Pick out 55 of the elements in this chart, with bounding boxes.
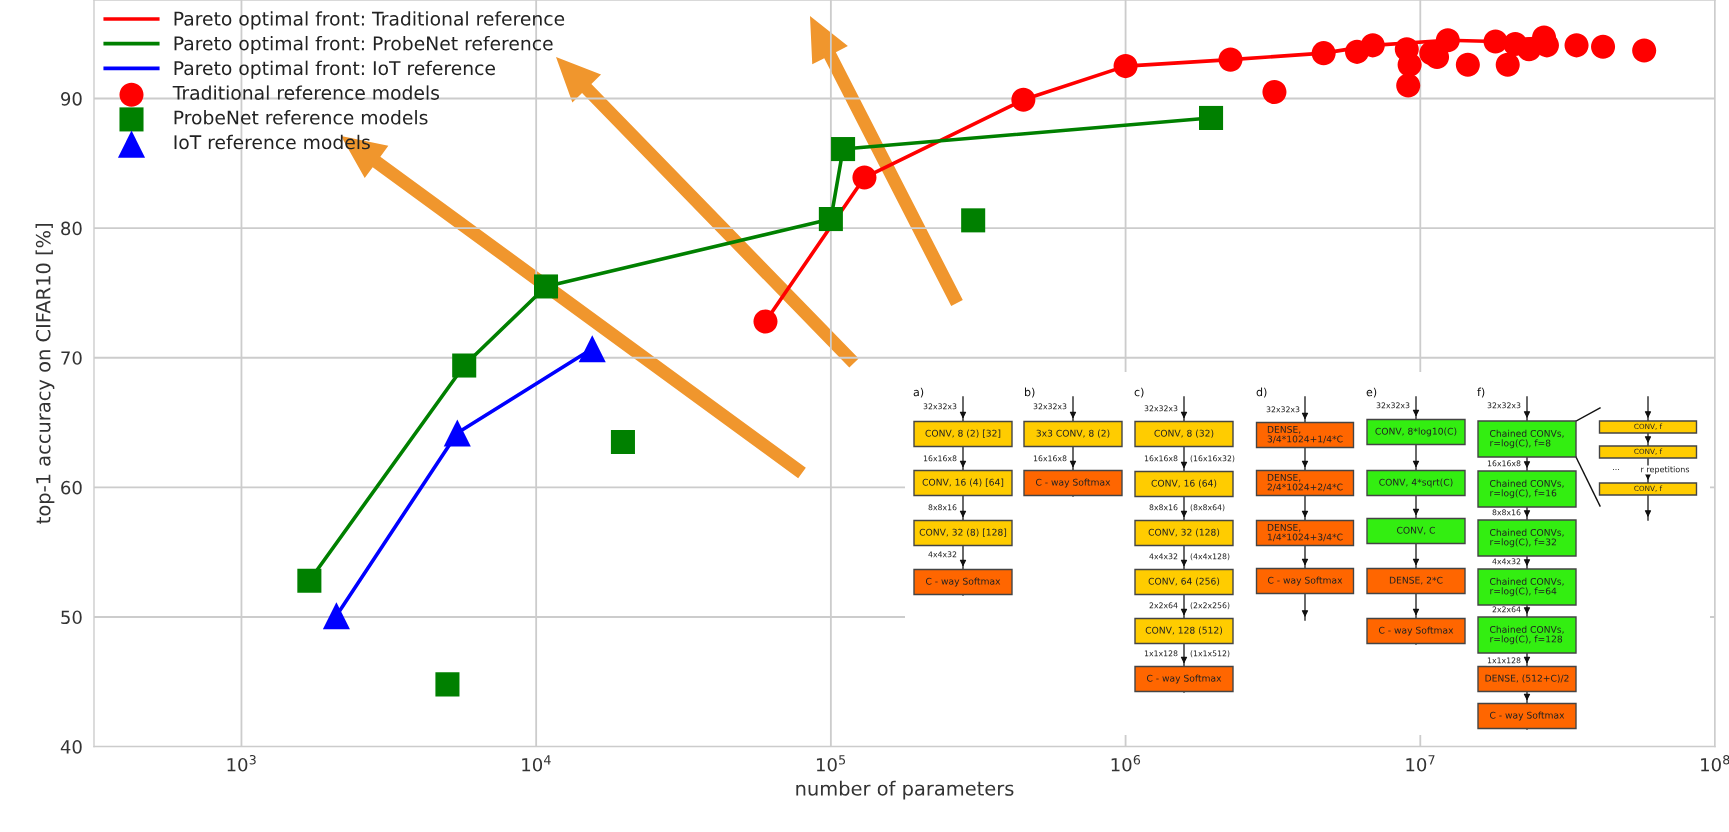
annotation: f) (1477, 387, 1485, 398)
annotation: DENSE, 3/4*1024+1/4*C (1267, 425, 1343, 444)
annotation: Chained CONVs, r=log(C), f=64 (1490, 577, 1564, 597)
annotation: DENSE, (512+C)/2 (1485, 674, 1569, 683)
annotation: Chained CONVs, r=log(C), f=8 (1490, 429, 1564, 449)
annotation: r repetitions (1641, 466, 1690, 474)
annotation: CONV, 4*sqrt(C) (1379, 478, 1453, 488)
y-axis-title: top-1 accuracy on CIFAR10 [%] (35, 224, 55, 524)
annotation: 3x3 CONV, 8 (2) (1036, 429, 1110, 438)
annotation: CONV, 128 (512) (1145, 626, 1223, 635)
annotation: CONV, 8*log10(C) (1375, 427, 1457, 437)
x-tick-label: 10$^{6}$ (1111, 755, 1141, 772)
x-tick-label: 10$^{8}$ (1701, 755, 1729, 772)
annotation: CONV, C (1397, 526, 1435, 535)
legend-label: Pareto optimal front: Traditional reference (174, 11, 565, 30)
y-tick-label: 40 (60, 740, 82, 754)
legend-label: Pareto optimal front: ProbeNet reference (174, 35, 553, 55)
y-tick-label: 80 (61, 221, 82, 236)
annotation: CONV, 8 (32) (1154, 429, 1214, 438)
annotation: d) (1256, 387, 1267, 398)
annotation: C - way Softmax (1489, 711, 1565, 721)
annotation: CONV, 16 (4) [64] (922, 478, 1004, 487)
x-tick-label: 10$^{7}$ (1406, 755, 1435, 772)
annotation: c) (1134, 387, 1144, 398)
annotation: a) (913, 387, 924, 398)
annotation: Chained CONVs, r=log(C), f=16 (1490, 479, 1564, 499)
y-tick-label: 90 (61, 91, 82, 106)
annotation: DENSE, 1/4*1024+3/4*C (1267, 523, 1343, 542)
annotation: b) (1025, 387, 1035, 398)
annotation: CONV, 64 (256) (1148, 577, 1220, 586)
y-tick-label: 50 (61, 610, 82, 625)
x-tick-label: 10$^{5}$ (816, 755, 846, 772)
annotation: C - way Softmax (1035, 478, 1111, 488)
annotation: DENSE, 2/4*1024+2/4*C (1267, 473, 1343, 492)
annotation: Chained CONVs, r=log(C), f=32 (1490, 528, 1564, 548)
annotation: ··· (1613, 468, 1619, 470)
annotation: C - way Softmax (1267, 576, 1343, 586)
y-tick-label: 60 (61, 480, 82, 495)
legend-label: ProbeNet reference models (174, 110, 428, 125)
annotation: CONV, 16 (64) (1151, 479, 1217, 488)
x-tick-label: 10$^{4}$ (522, 755, 551, 772)
annotation: CONV, 32 (128) (1148, 528, 1220, 537)
annotation: CONV, 32 (8) [128] (919, 528, 1007, 537)
annotation: e) (1366, 387, 1377, 398)
y-tick-label: 70 (61, 351, 82, 365)
annotation: C - way Softmax (925, 577, 1001, 587)
annotation: C - way Softmax (1146, 674, 1222, 684)
annotation: DENSE, 2*C (1389, 576, 1443, 585)
legend-label: Traditional reference models (172, 85, 440, 100)
x-axis-title: number of parameters (796, 780, 1014, 800)
annotation: Chained CONVs, r=log(C), f=128 (1490, 625, 1564, 645)
x-tick-label: 10$^{3}$ (227, 755, 256, 772)
annotation: C - way Softmax (1378, 626, 1454, 636)
legend-label: Pareto optimal front: IoT reference (174, 60, 495, 79)
annotation: CONV, 8 (2) [32] (925, 429, 1001, 438)
